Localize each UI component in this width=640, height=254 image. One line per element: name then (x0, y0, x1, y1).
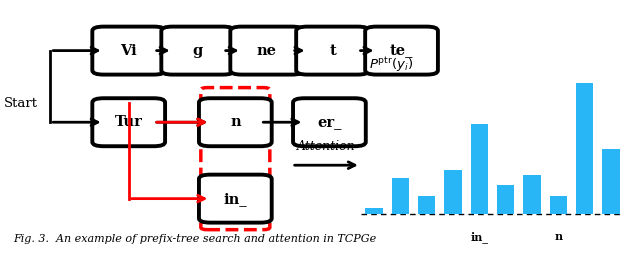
Text: ne: ne (257, 44, 276, 58)
Text: Fig. 3.  An example of prefix-tree search and attention in TCPGe: Fig. 3. An example of prefix-tree search… (13, 234, 376, 244)
Text: Tur: Tur (115, 115, 143, 129)
Text: te_: te_ (390, 44, 413, 58)
Text: er_: er_ (317, 115, 342, 129)
FancyBboxPatch shape (230, 27, 303, 75)
FancyBboxPatch shape (161, 27, 234, 75)
FancyBboxPatch shape (92, 27, 165, 75)
FancyBboxPatch shape (365, 27, 438, 75)
FancyBboxPatch shape (92, 98, 165, 146)
FancyBboxPatch shape (199, 175, 272, 223)
Text: g: g (193, 44, 203, 58)
FancyBboxPatch shape (296, 27, 369, 75)
Text: in_: in_ (223, 192, 247, 206)
Text: Start: Start (4, 97, 38, 110)
Text: n: n (230, 115, 241, 129)
FancyBboxPatch shape (293, 98, 366, 146)
FancyBboxPatch shape (199, 98, 272, 146)
Text: Vi: Vi (120, 44, 137, 58)
Text: Attention: Attention (297, 140, 356, 153)
Text: t: t (329, 44, 336, 58)
